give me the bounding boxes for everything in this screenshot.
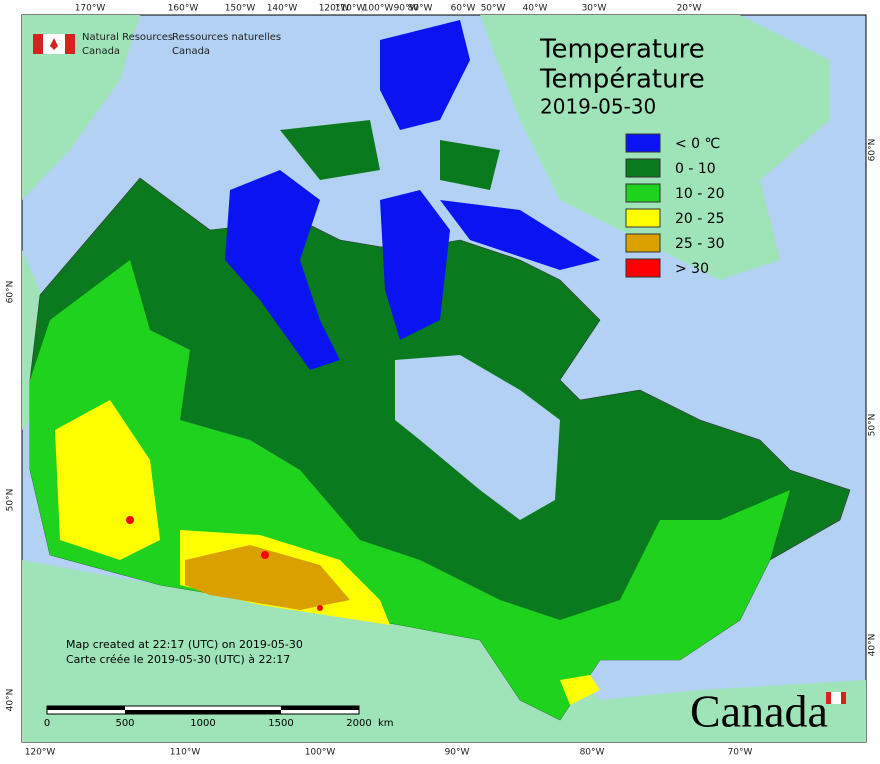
legend-label: < 0 ℃: [675, 136, 720, 152]
lon-label: 170°W: [75, 4, 106, 14]
lon-label: 20°W: [677, 4, 702, 14]
flag-leaf: [50, 38, 58, 50]
south-zone: [560, 675, 600, 705]
scale-seg: [203, 710, 281, 714]
lon-label: 110°W: [335, 4, 366, 14]
usa: [22, 560, 866, 742]
legend-label: 0 - 10: [675, 161, 716, 177]
lon-label: 120°W: [25, 748, 56, 758]
title: Temperature: [539, 35, 705, 65]
lat-label: 60°N: [868, 139, 878, 162]
red-spot: [126, 516, 134, 524]
legend-swatch: [625, 133, 661, 153]
lat-label: 40°N: [6, 689, 16, 712]
lon-label: 80°W: [408, 4, 433, 14]
note: Map created at 22:17 (UTC) on 2019-05-30: [66, 638, 303, 651]
legend-swatch: [625, 183, 661, 203]
flag-bar: [65, 34, 75, 54]
legend-swatch: [625, 158, 661, 178]
scale-label: 2000: [346, 718, 371, 729]
lon-label: 90°W: [394, 4, 419, 14]
flag-bar: [33, 34, 43, 54]
legend-label: 10 - 20: [675, 186, 725, 202]
lon-label: 90°W: [445, 748, 470, 758]
islands: [280, 120, 500, 190]
lat-label: 50°N: [868, 414, 878, 437]
scale-label: 500: [115, 718, 134, 729]
alaska-north: [22, 15, 140, 200]
lat-label: 50°N: [6, 489, 16, 512]
flag-bar: [841, 692, 846, 704]
lon-label: 50°W: [481, 4, 506, 14]
lon-label: 30°W: [582, 4, 607, 14]
warm-zone: [30, 260, 790, 720]
ice-zone: [440, 200, 600, 270]
legend-label: 20 - 25: [675, 211, 725, 227]
lon-label: 40°W: [523, 4, 548, 14]
lon-label: 150°W: [225, 4, 256, 14]
lat-label: 60°N: [6, 281, 16, 304]
legend-swatch: [625, 208, 661, 228]
ice-zone: [225, 170, 340, 370]
org-name: Canada: [82, 46, 120, 57]
scale-seg: [47, 706, 125, 710]
lon-label: 100°W: [363, 4, 394, 14]
note: Carte créée le 2019-05-30 (UTC) à 22:17: [66, 653, 290, 666]
lon-label: 160°W: [168, 4, 199, 14]
legend-swatch: [625, 233, 661, 253]
red-spot: [317, 605, 323, 611]
scale-unit: km: [378, 718, 394, 729]
flag-bar: [826, 692, 831, 704]
lon-label: 110°W: [170, 748, 201, 758]
alaska: [22, 250, 40, 430]
red-spot: [261, 551, 269, 559]
legend-swatch: [625, 258, 661, 278]
wordmark: Canada: [690, 686, 828, 737]
lon-label: 80°W: [580, 748, 605, 758]
scale-label: 1000: [190, 718, 215, 729]
org-name: Natural Resources: [82, 32, 173, 43]
legend-label: > 30: [675, 261, 709, 277]
scale-label: 0: [44, 718, 50, 729]
lat-label: 40°N: [868, 634, 878, 657]
lon-label: 60°W: [451, 4, 476, 14]
legend-label: 25 - 30: [675, 236, 725, 252]
scale-seg: [281, 706, 359, 710]
lon-label: 100°W: [305, 748, 336, 758]
org-name: Ressources naturelles: [172, 32, 281, 43]
scale-label: 1500: [268, 718, 293, 729]
hot-zone: [185, 545, 350, 610]
org-name: Canada: [172, 46, 210, 57]
ice-zone: [380, 20, 470, 130]
lon-label: 70°W: [728, 748, 753, 758]
date: 2019-05-30: [540, 95, 656, 119]
title: Température: [539, 65, 705, 95]
scale-seg: [125, 710, 203, 714]
ice-zone: [380, 190, 450, 340]
lon-label: 140°W: [267, 4, 298, 14]
lon-label: 120°W: [319, 4, 350, 14]
hudson-bay: [395, 355, 560, 520]
